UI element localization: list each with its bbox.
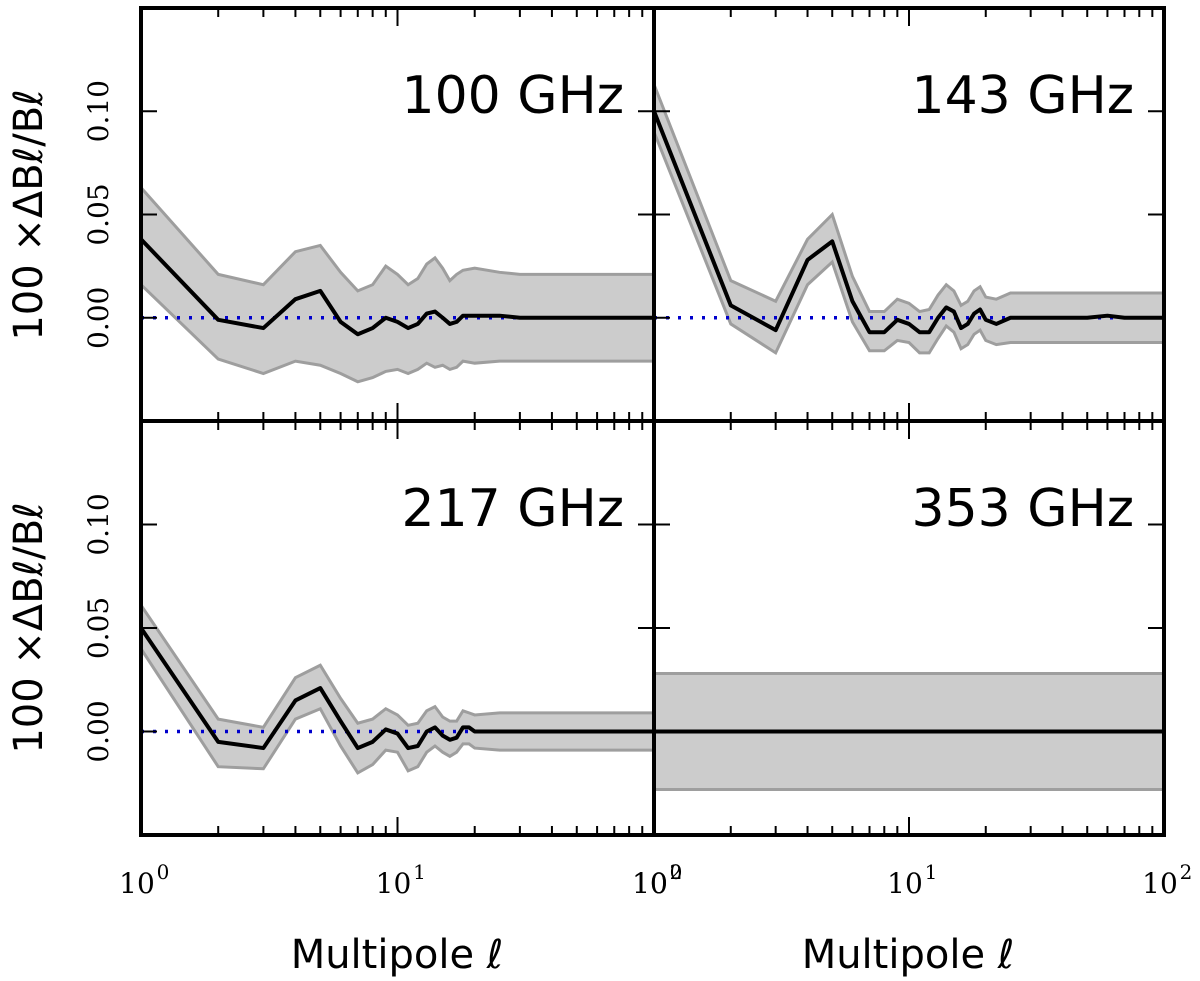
x-tick-label: 10 bbox=[1142, 867, 1178, 900]
y-tick-label: 0.05 bbox=[82, 597, 115, 659]
y-tick-label: 0.00 bbox=[82, 700, 115, 762]
panel-data-2 bbox=[654, 83, 1164, 356]
y-axis-title-top: 100 ×ΔBℓ/Bℓ bbox=[6, 89, 52, 340]
x-tick-label: 10 bbox=[887, 867, 923, 900]
panel-label: 143 GHz bbox=[912, 66, 1134, 126]
panel-data-1 bbox=[141, 185, 654, 384]
panel-2: 143 GHz bbox=[652, 6, 1166, 423]
x-tick-label-exponent: 1 bbox=[413, 860, 426, 884]
y-tick-label: 0.10 bbox=[82, 493, 115, 555]
x-tick-label: 10 bbox=[632, 867, 668, 900]
series-line bbox=[141, 237, 654, 337]
panel-label: 217 GHz bbox=[402, 479, 624, 539]
x-tick-label-exponent: 0 bbox=[670, 860, 683, 884]
x-tick-label-exponent: 0 bbox=[157, 860, 170, 884]
x-tick-label: 10 bbox=[376, 867, 412, 900]
x-tick-label: 10 bbox=[119, 867, 155, 900]
panel-label: 353 GHz bbox=[912, 479, 1134, 539]
series-line bbox=[141, 626, 654, 751]
panel-data-3 bbox=[141, 602, 654, 775]
panel-label: 100 GHz bbox=[402, 66, 624, 126]
uncertainty-band bbox=[654, 83, 1164, 356]
y-tick-label: 0.10 bbox=[82, 80, 115, 142]
panel-1: 0.00 0.05 0.10 100 GHz bbox=[82, 6, 656, 423]
x-axis-title-right: Multipole ℓ bbox=[802, 932, 1015, 978]
uncertainty-band bbox=[141, 185, 654, 384]
x-tick-label: 10 bbox=[632, 867, 668, 900]
x-axis-title-left: Multipole ℓ bbox=[291, 932, 504, 978]
y-tick-label: 0.05 bbox=[82, 183, 115, 245]
x-tick-label-exponent: 2 bbox=[670, 860, 683, 884]
panels-layer: 0.000.050.10 100 GHz 143 GHz0.000.050.1010… bbox=[82, 6, 1193, 900]
series-line bbox=[654, 110, 1164, 335]
uncertainty-band bbox=[141, 602, 654, 775]
y-axis-title-bottom: 100 ×ΔBℓ/Bℓ bbox=[6, 502, 52, 753]
x-tick-label-exponent: 2 bbox=[1180, 860, 1193, 884]
panel-data-4 bbox=[654, 672, 1164, 791]
y-tick-label: 0.00 bbox=[82, 287, 115, 349]
x-tick-label-exponent: 1 bbox=[925, 860, 938, 884]
